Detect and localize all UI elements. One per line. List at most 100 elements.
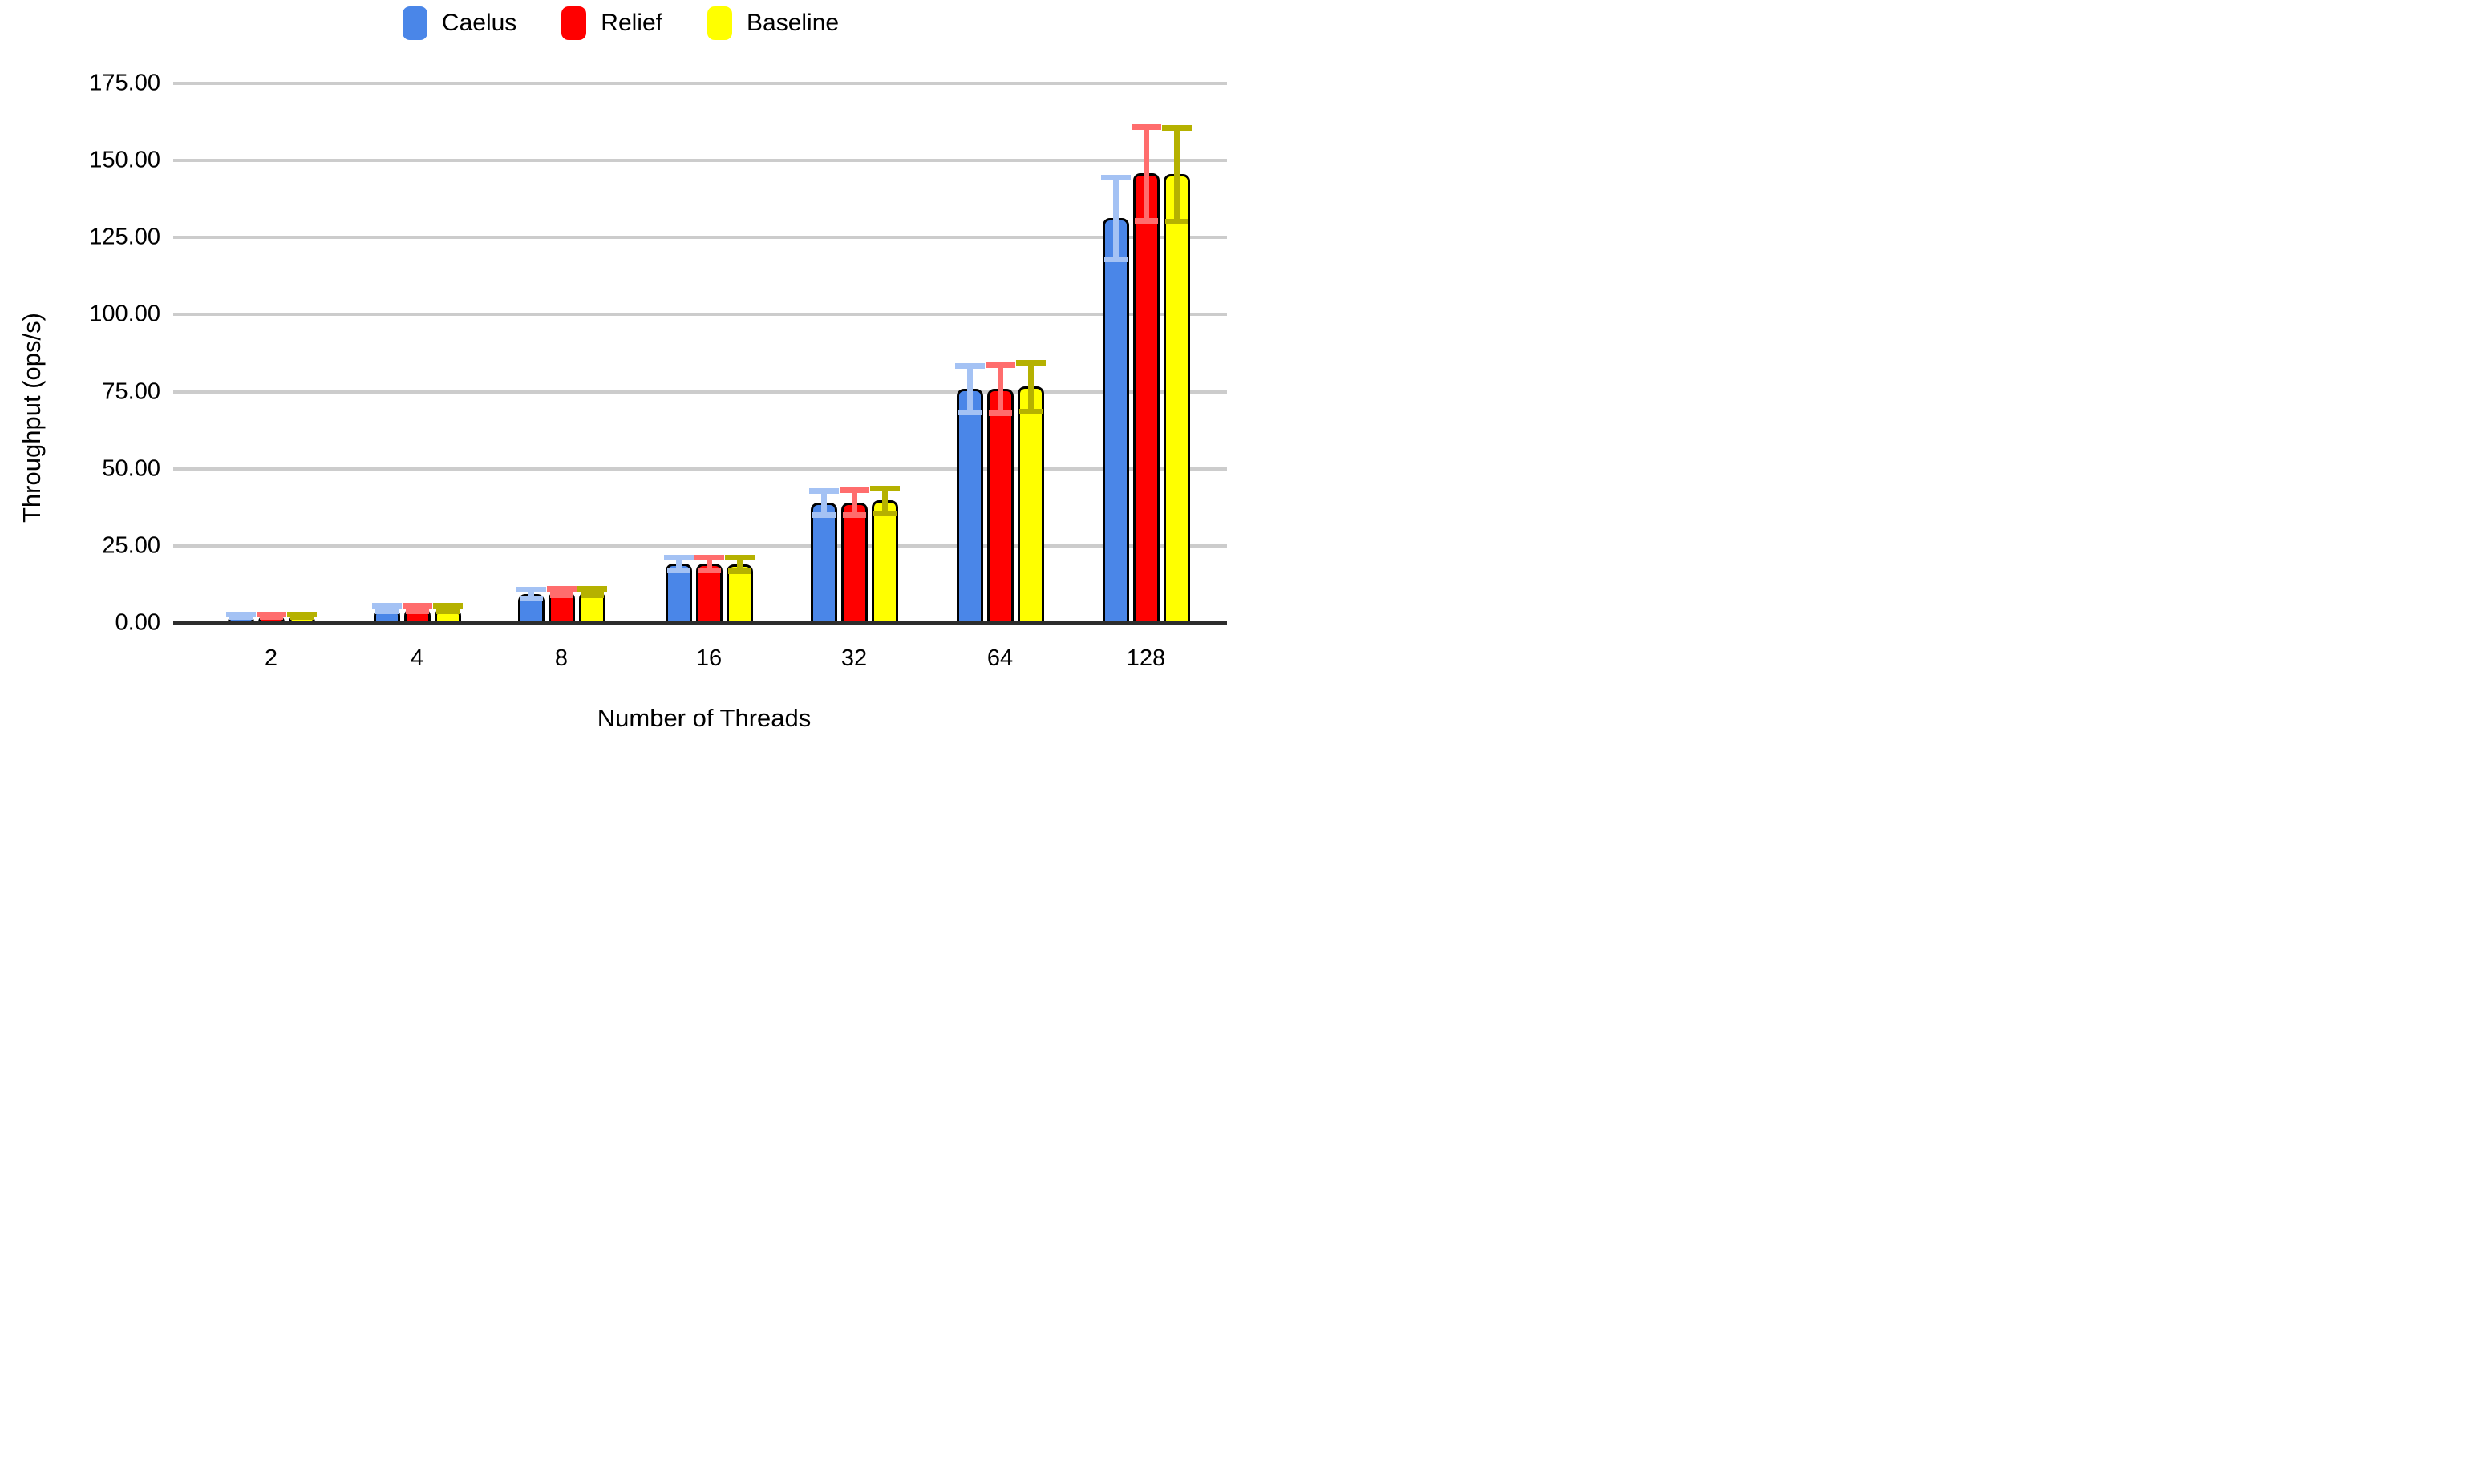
error-bar-tick <box>1018 408 1043 414</box>
error-bar-cap <box>577 585 607 592</box>
bar-caelus-32 <box>810 503 837 623</box>
error-bar-line <box>881 487 888 514</box>
error-bar-tick <box>435 609 460 615</box>
error-bar-cap <box>808 488 839 495</box>
plot-area: 0.00 25.00 50.00 75.00 100.00 125.00 150.00 175… <box>0 0 1241 742</box>
error-bar-tick <box>519 596 543 602</box>
gridline <box>173 390 1227 394</box>
error-bar-cap <box>663 555 694 561</box>
y-tick-label: 25.00 <box>102 532 160 559</box>
bar-chart: Caelus Relief Baseline 0.00 25.00 50.00 75.00… <box>0 0 1241 742</box>
error-bar-cap <box>402 603 432 609</box>
legend-swatch-relief <box>561 6 587 40</box>
gridline <box>173 544 1227 548</box>
error-bar-line <box>736 557 743 572</box>
x-tick-label: 64 <box>986 645 1014 671</box>
error-bar-tick <box>580 592 604 599</box>
error-bar-line <box>1143 126 1149 220</box>
error-bar-cap <box>432 603 463 609</box>
error-bar-line <box>528 589 534 599</box>
error-bar-tick <box>229 613 253 620</box>
legend-label: Baseline <box>747 10 840 36</box>
error-bar-tick <box>259 613 283 620</box>
error-bar-line <box>589 588 595 596</box>
bar-baseline-64 <box>1017 386 1044 623</box>
error-bar-cap <box>1100 174 1131 180</box>
y-tick-label: 50.00 <box>102 455 160 482</box>
x-axis-title: Number of Threads <box>597 704 812 732</box>
error-bar-cap <box>985 362 1015 368</box>
bar-caelus-64 <box>956 389 983 623</box>
error-bar-tick <box>405 609 429 614</box>
error-bar-tick <box>549 592 573 598</box>
error-bar-tick <box>812 512 836 519</box>
error-bar-tick <box>727 568 751 575</box>
bar-relief-32 <box>840 502 868 623</box>
y-tick-label: 125.00 <box>89 224 160 250</box>
error-bar-line <box>706 557 712 571</box>
error-bar-tick <box>988 410 1012 417</box>
error-bar-cap <box>1161 125 1192 131</box>
y-tick-label: 150.00 <box>89 147 160 173</box>
y-tick-label: 175.00 <box>89 70 160 96</box>
x-tick-label: 32 <box>840 645 868 671</box>
gridline <box>173 313 1227 317</box>
error-bar-cap <box>1131 123 1161 130</box>
gridline <box>173 159 1227 163</box>
error-bar-line <box>1027 362 1034 411</box>
error-bar-line <box>1173 127 1180 221</box>
gridline <box>173 82 1227 85</box>
y-tick-label: 0.00 <box>115 609 160 636</box>
bar-relief-64 <box>986 389 1014 623</box>
x-tick-label: 128 <box>1126 645 1166 671</box>
bar-baseline-32 <box>871 500 898 623</box>
legend-item-baseline: Baseline <box>707 6 839 40</box>
error-bar-cap <box>869 485 900 491</box>
error-bar-tick <box>958 410 982 416</box>
gridline <box>173 467 1227 471</box>
chart-legend: Caelus Relief Baseline <box>0 6 1241 40</box>
error-bar-line <box>1112 176 1119 259</box>
error-bar-line <box>558 588 565 595</box>
bar-relief-128 <box>1132 173 1160 623</box>
error-bar-cap <box>694 555 724 561</box>
legend-label: Relief <box>601 10 662 36</box>
error-bar-tick <box>1164 218 1188 224</box>
gridline <box>173 236 1227 240</box>
error-bar-cap <box>839 487 869 494</box>
error-bar-cap <box>546 585 577 592</box>
y-tick-label: 100.00 <box>89 301 160 327</box>
x-tick-label: 8 <box>554 645 569 671</box>
error-bar-cap <box>954 362 985 369</box>
x-axis-line <box>173 621 1227 625</box>
error-bar-line <box>966 365 973 413</box>
error-bar-tick <box>289 613 314 620</box>
legend-swatch-caelus <box>402 6 427 40</box>
error-bar-cap <box>724 555 755 561</box>
bar-caelus-128 <box>1102 217 1129 623</box>
error-bar-tick <box>697 568 721 574</box>
error-bar-line <box>997 364 1003 414</box>
legend-item-relief: Relief <box>561 6 662 40</box>
error-bar-tick <box>375 609 399 614</box>
error-bar-cap <box>371 603 402 609</box>
y-axis-title: Throughput (ops/s) <box>18 313 46 523</box>
x-tick-label: 4 <box>410 645 424 671</box>
error-bar-tick <box>1134 217 1158 224</box>
error-bar-tick <box>842 512 866 518</box>
bar-caelus-16 <box>665 564 692 623</box>
bar-baseline-128 <box>1163 174 1190 623</box>
error-bar-tick <box>1103 256 1128 262</box>
error-bar-tick <box>666 568 690 574</box>
y-tick-label: 75.00 <box>102 378 160 405</box>
legend-item-caelus: Caelus <box>402 6 517 40</box>
x-tick-label: 16 <box>695 645 723 671</box>
error-bar-line <box>851 490 857 515</box>
error-bar-line <box>675 557 682 571</box>
bar-relief-16 <box>695 564 723 623</box>
legend-label: Caelus <box>441 10 517 36</box>
legend-swatch-baseline <box>707 6 732 40</box>
error-bar-tick <box>873 511 897 517</box>
error-bar-cap <box>1015 360 1046 366</box>
x-tick-label: 2 <box>264 645 278 671</box>
